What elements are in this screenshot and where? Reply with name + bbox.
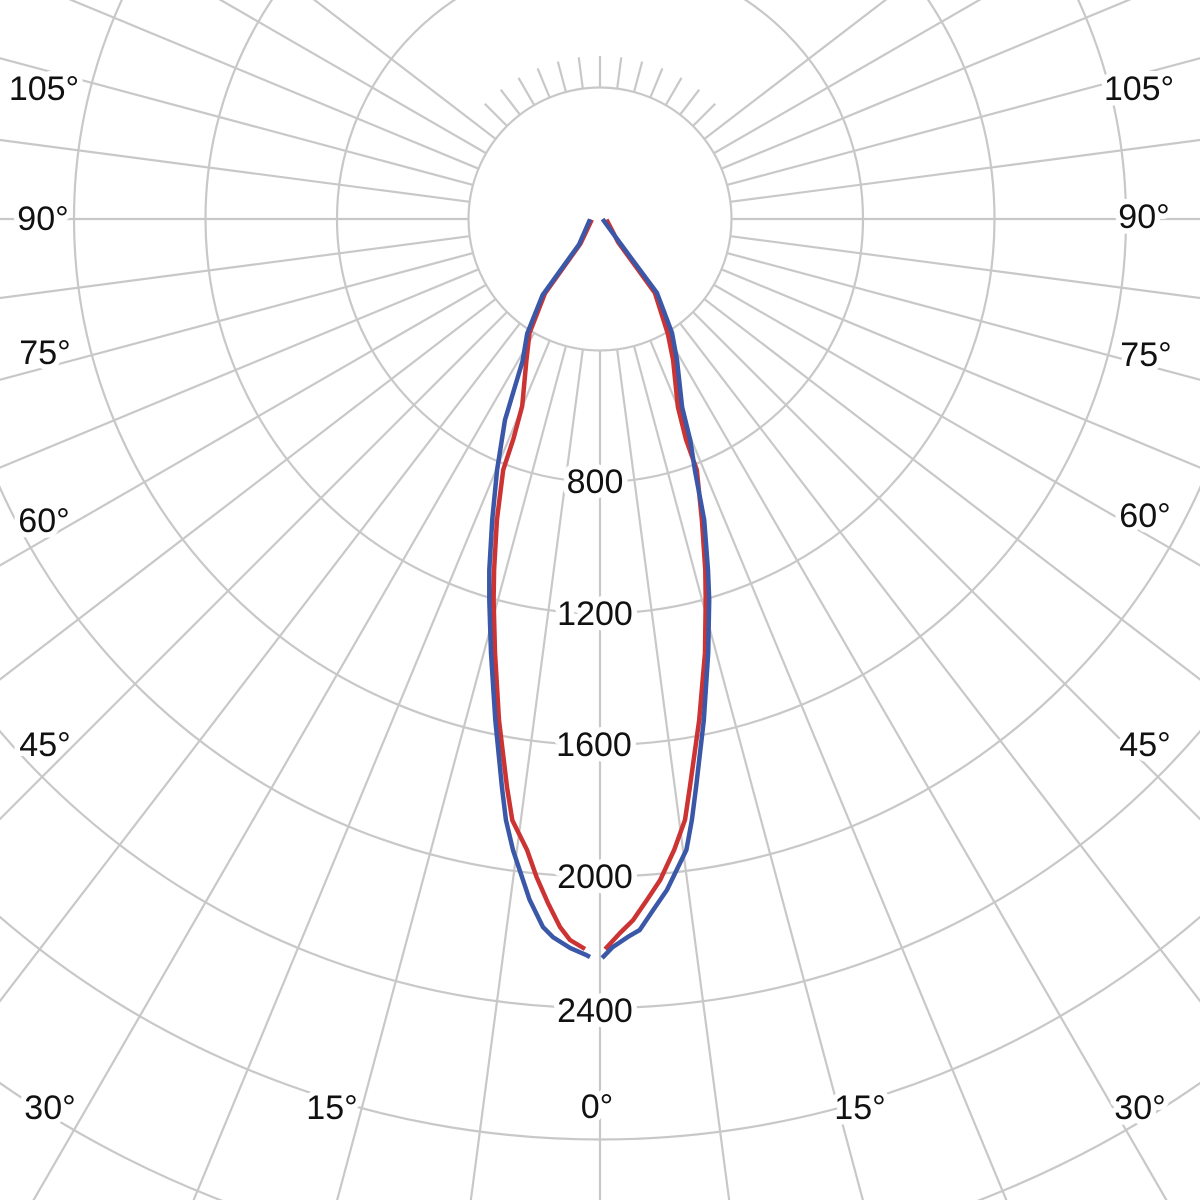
grid-ray--60.0 — [0, 283, 487, 567]
grid-ray--97.5 — [0, 138, 470, 203]
grid-ray-120.0 — [713, 0, 982, 155]
grid-ray-stub-135.0 — [692, 102, 717, 127]
radial-label-3: 2000 — [557, 858, 633, 896]
grid-ray-stub--150.0 — [517, 77, 536, 106]
angle-label-1: 90° — [17, 200, 68, 238]
grid-ray-stub-157.5 — [649, 67, 664, 98]
angle-label-2: 75° — [19, 334, 70, 372]
grid-ray-127.5 — [703, 0, 888, 140]
grid-ray-112.5 — [721, 0, 1132, 170]
grid-ray-37.5 — [679, 322, 1200, 1003]
grid-ray--120.0 — [218, 0, 487, 155]
grid-ray-stub-172.5 — [616, 57, 623, 89]
grid-ray--30.0 — [32, 332, 536, 1200]
angle-label-9: 30° — [1114, 1089, 1165, 1127]
angle-label-7: 0° — [581, 1088, 614, 1126]
grid-ray--75.0 — [0, 251, 474, 381]
grid-ray-stub--165.0 — [556, 61, 568, 93]
curve-blue-left — [487, 218, 593, 959]
radial-label-4: 2400 — [557, 992, 633, 1030]
grid-ray--82.5 — [0, 235, 470, 300]
grid-ray--37.5 — [0, 322, 521, 1003]
grid-ray-105.0 — [726, 57, 1200, 187]
grid-ray--112.5 — [68, 0, 479, 170]
grid-ray-52.5 — [703, 298, 1200, 681]
grid-ray-67.5 — [721, 268, 1200, 469]
radial-label-0: 800 — [567, 463, 624, 501]
angle-label-8: 15° — [834, 1089, 885, 1127]
curve-blue-right — [600, 217, 712, 960]
grid-ray--127.5 — [312, 0, 497, 140]
grid-ray-75.0 — [726, 251, 1200, 381]
grid-ray--22.5 — [192, 340, 551, 1200]
grid-ray-stub--172.5 — [577, 57, 584, 89]
radial-label-1: 1200 — [557, 595, 633, 633]
grid-ray-stub-165.0 — [632, 61, 644, 93]
radial-label-2: 1600 — [556, 726, 632, 764]
angle-label-4: 45° — [19, 726, 70, 764]
angle-label-13: 90° — [1118, 198, 1169, 236]
grid-ray-82.5 — [730, 235, 1200, 300]
grid-ray-stub-150.0 — [664, 77, 683, 106]
grid-ray--7.5 — [469, 349, 584, 1200]
angle-label-3: 60° — [18, 502, 69, 540]
grid-ring-400 — [467, 86, 733, 352]
grid-ray-30.0 — [664, 332, 1168, 1200]
angle-label-11: 60° — [1119, 497, 1170, 535]
angle-label-0: 105° — [9, 70, 79, 108]
grid-ray-7.5 — [616, 349, 731, 1200]
grid-ray-60.0 — [713, 283, 1200, 567]
grid-ray--52.5 — [0, 298, 497, 681]
grid-ray--15.0 — [336, 345, 568, 1200]
grid-ray-stub-142.5 — [679, 89, 701, 116]
grid-ray-45.0 — [692, 311, 1200, 821]
grid-ray--105.0 — [0, 57, 474, 187]
angle-label-5: 30° — [24, 1089, 75, 1127]
grid-ray-15.0 — [632, 345, 864, 1200]
grid-ray-97.5 — [730, 138, 1200, 203]
angle-label-12: 75° — [1120, 336, 1171, 374]
angle-label-14: 105° — [1104, 70, 1174, 108]
angle-label-10: 45° — [1119, 726, 1170, 764]
angle-label-6: 15° — [306, 1089, 357, 1127]
grid-ray--67.5 — [0, 268, 479, 469]
curve-red-right — [603, 218, 708, 951]
grid-ray--45.0 — [0, 311, 508, 821]
grid-ray-22.5 — [649, 340, 1008, 1200]
grid-ray-stub--142.5 — [499, 89, 521, 116]
curve-red-left — [491, 218, 594, 951]
grid-ray-stub--135.0 — [483, 102, 508, 127]
grid-ray-stub--157.5 — [536, 67, 551, 98]
